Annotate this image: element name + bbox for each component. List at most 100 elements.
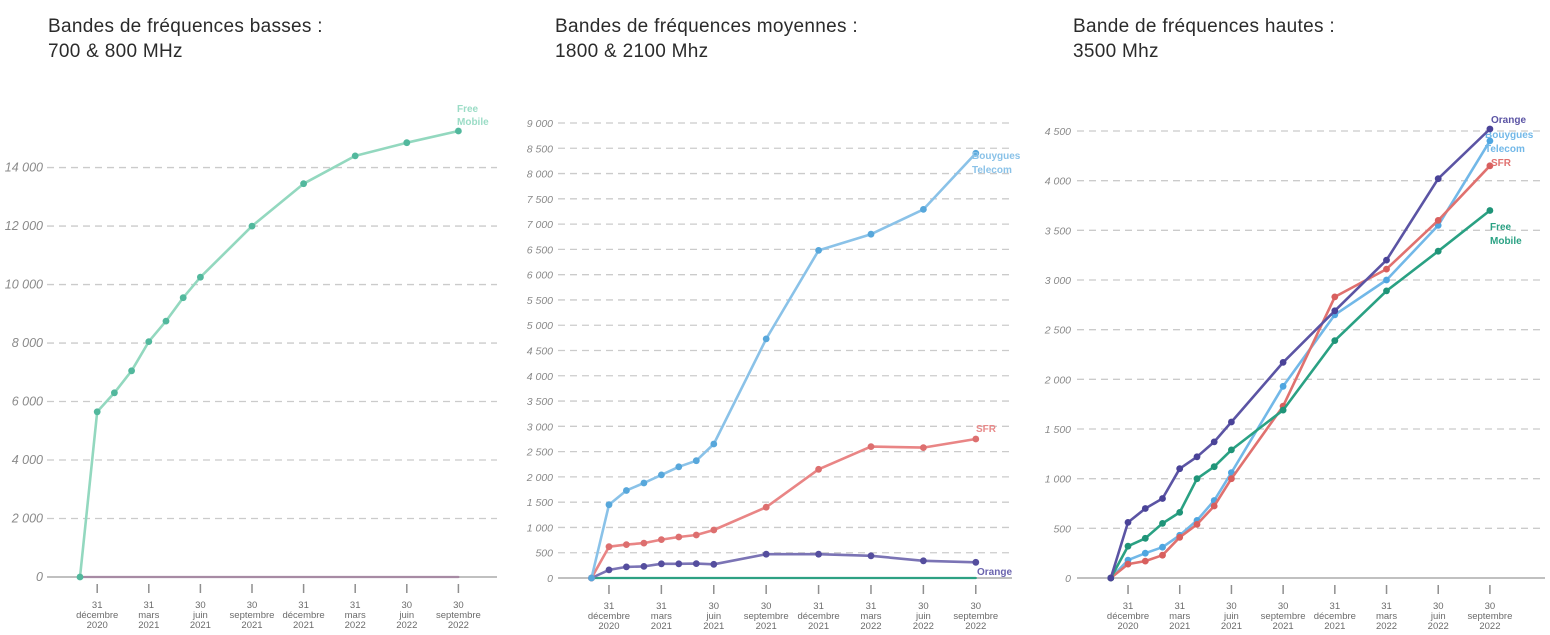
data-point (1210, 502, 1218, 510)
y-axis-label: 12 000 (5, 219, 43, 233)
x-axis-tick-label: 2020 (1117, 621, 1138, 632)
data-point (1176, 465, 1184, 473)
x-axis-tick-label: septembre (744, 611, 789, 622)
y-axis-label: 2 500 (526, 447, 553, 459)
y-axis-label: 5 000 (527, 320, 553, 332)
data-point (1228, 446, 1235, 454)
chart-title-line: Bande de fréquences hautes : (1073, 16, 1335, 37)
y-axis-label: 2 000 (1044, 374, 1071, 386)
data-point (920, 206, 927, 213)
data-point (1193, 453, 1201, 461)
x-axis-tick-label: 2021 (241, 620, 262, 631)
y-axis-label: 0 (36, 570, 43, 584)
data-point (1331, 293, 1339, 301)
data-point (623, 487, 630, 494)
series-label-bouygues-telecom: Bouygues (1485, 130, 1534, 141)
x-axis-tick-label: juin (398, 610, 414, 621)
data-point (762, 503, 770, 511)
y-axis-label: 8 000 (527, 169, 553, 181)
series-label-free-mobile: Free (1490, 222, 1512, 233)
data-point (1331, 337, 1339, 344)
data-point (1124, 542, 1132, 550)
y-axis-label: 7 500 (527, 194, 553, 206)
chart-title-line: 700 & 800 MHz (48, 41, 183, 62)
y-axis-label: 5 500 (527, 295, 553, 307)
series-label-sfr: SFR (976, 424, 997, 435)
data-point (403, 139, 411, 147)
x-axis-tick-label: 31 (1123, 601, 1134, 612)
x-axis-tick-label: 2021 (293, 620, 314, 631)
series-label-bouygues-telecom: Telecom (972, 165, 1012, 176)
y-axis-label: 6 000 (527, 270, 553, 282)
data-point (248, 222, 256, 230)
x-axis-tick-label: 2022 (448, 620, 469, 631)
x-axis-tick-label: décembre (76, 610, 118, 621)
x-axis-tick-label: juin (1223, 611, 1239, 622)
series-line-sfr (1109, 164, 1492, 580)
x-axis-tick-label: 2021 (808, 621, 829, 632)
x-axis-tick-label: 30 (195, 600, 206, 611)
data-point (1141, 549, 1149, 557)
y-axis-label: 14 000 (5, 161, 43, 175)
x-axis-tick-label: 2021 (190, 620, 211, 631)
data-point (867, 443, 875, 450)
x-axis-tick-label: 31 (92, 600, 103, 611)
x-axis-tick-label: 30 (918, 601, 929, 612)
x-axis-tick-label: 2021 (756, 621, 777, 632)
y-axis-label: 1 500 (527, 497, 553, 509)
data-point (197, 273, 204, 281)
data-point (1279, 406, 1287, 414)
x-axis-tick-label: 2022 (345, 620, 366, 631)
data-point (1434, 247, 1442, 255)
chart-title-line: Bandes de fréquences basses : (48, 16, 323, 37)
series-label-sfr: SFR (1491, 158, 1512, 169)
x-axis-tick-label: 31 (656, 601, 667, 612)
series-line-free-mobile (1109, 209, 1492, 580)
x-axis-tick-label: 31 (604, 601, 615, 612)
series-label-free-mobile: Mobile (457, 117, 489, 128)
data-point (162, 317, 170, 325)
data-point (815, 465, 822, 473)
data-point (710, 440, 718, 448)
data-point (1383, 276, 1390, 284)
y-axis-label: 6 500 (527, 244, 553, 256)
x-axis-tick-label: décembre (1107, 611, 1149, 622)
x-axis-tick-label: septembre (953, 611, 998, 622)
data-point (455, 127, 462, 135)
x-axis-tick-label: mars (345, 610, 366, 621)
x-axis-tick-label: 2021 (651, 621, 672, 632)
x-axis-tick-label: 31 (866, 601, 877, 612)
y-axis-label: 1 000 (527, 522, 553, 534)
chart-title-mid-bands: Bandes de fréquences moyennes : 1800 & 2… (555, 14, 858, 64)
data-point (111, 389, 118, 397)
x-axis-tick-label: 30 (1226, 601, 1237, 612)
x-axis-tick-label: mars (860, 611, 881, 622)
data-point (710, 560, 718, 568)
series-label-orange: Orange (977, 567, 1012, 578)
data-point (710, 526, 718, 534)
series-label-free-mobile: Free (457, 104, 479, 115)
data-point (1210, 438, 1218, 446)
data-point (300, 180, 307, 188)
y-axis-label: 4 500 (1045, 126, 1071, 138)
y-axis-label: 8 000 (12, 336, 43, 350)
x-axis-tick-label: décembre (282, 610, 324, 621)
data-point (1486, 207, 1494, 214)
series-line-orange (590, 552, 978, 580)
y-axis-label: 8 500 (527, 143, 553, 155)
data-point (1159, 520, 1166, 527)
series-label-bouygues-telecom: Telecom (1485, 144, 1525, 155)
x-axis-tick-label: septembre (1467, 611, 1512, 622)
y-axis-label: 4 000 (12, 453, 43, 467)
data-point (972, 149, 980, 157)
x-axis-tick-label: mars (1169, 611, 1190, 622)
data-point (658, 560, 665, 568)
y-axis-label: 3 500 (1045, 225, 1071, 237)
data-point (867, 230, 875, 238)
x-axis-tick-label: juin (915, 611, 931, 622)
y-axis-label: 1 000 (1045, 474, 1071, 486)
data-point (658, 536, 665, 543)
x-axis-tick-label: 2020 (598, 621, 619, 632)
data-point (972, 558, 980, 566)
